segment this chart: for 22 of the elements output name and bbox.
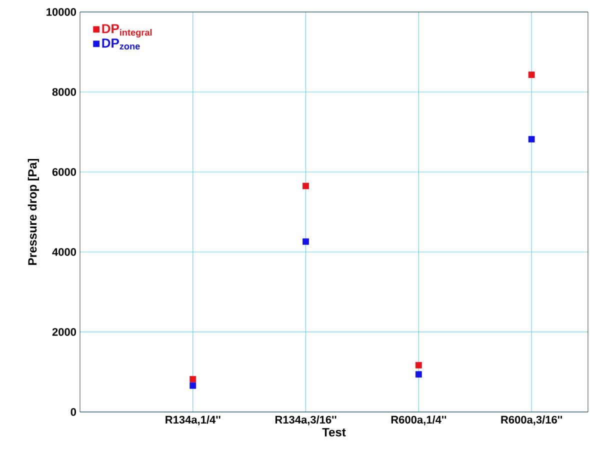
y-axis-title: Pressure drop [Pa]	[28, 158, 40, 265]
point	[302, 182, 309, 190]
legend-label: DP$_{integral}$	[102, 24, 152, 38]
legend-label: DP$_{zone}$	[102, 38, 140, 50]
point	[528, 72, 535, 78]
point	[190, 376, 196, 382]
y-tick-label: 8000	[52, 88, 76, 96]
point	[415, 362, 422, 368]
point	[415, 371, 422, 378]
y-tick-label: 6000	[52, 168, 76, 176]
y-tick-label: 10000	[46, 8, 76, 16]
point	[190, 382, 196, 389]
y-tick-label: 0	[70, 408, 76, 416]
x-tick-label: R600a,3/16''	[501, 416, 562, 426]
x-tick-label: R134a,3/16''	[275, 416, 336, 426]
x-tick-label: R134a,1/4''	[166, 416, 220, 426]
y-tick-label: 2000	[52, 328, 76, 336]
x-tick-label: R600a,1/4''	[391, 416, 446, 426]
point	[302, 238, 309, 245]
x-axis-title: Test	[322, 428, 346, 436]
point	[528, 136, 535, 142]
y-tick-label: 4000	[52, 248, 76, 256]
